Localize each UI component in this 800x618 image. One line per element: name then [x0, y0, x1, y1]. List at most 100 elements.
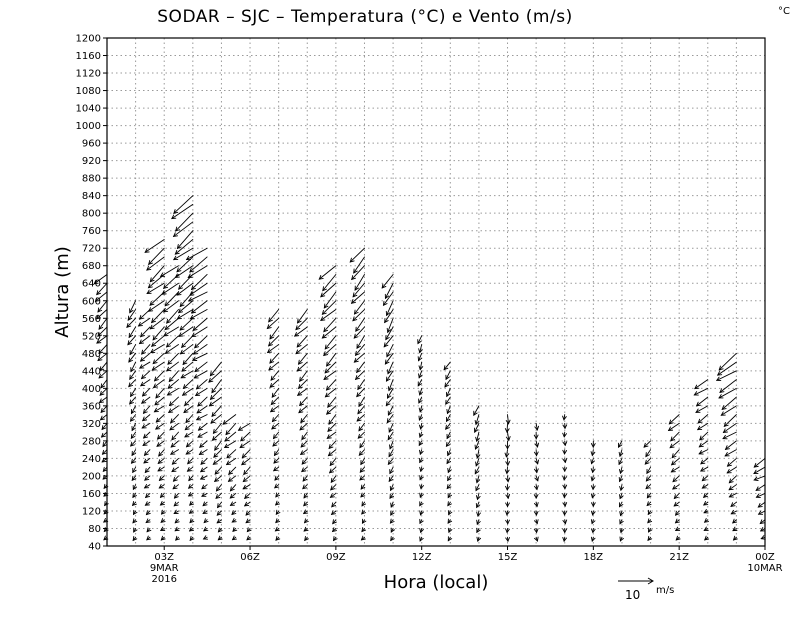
wind-arrow-head [562, 441, 568, 447]
wind-arrow [128, 326, 137, 338]
wind-arrow [141, 396, 151, 404]
wind-arrow [96, 282, 108, 296]
wind-arrow [321, 300, 337, 315]
wind-arrow-head [753, 476, 759, 482]
wind-arrow-head [217, 503, 222, 509]
wind-arrow-head [145, 518, 151, 524]
wind-arrow-head [716, 371, 723, 376]
wind-arrow-head [176, 244, 182, 250]
wind-arrow-head [181, 391, 188, 396]
wind-arrow [165, 344, 179, 354]
wind-arrow [445, 422, 451, 430]
wind-arrow-head [360, 460, 365, 466]
wind-arrow-head [269, 334, 275, 340]
wind-arrow-head [351, 275, 356, 281]
wind-arrow-head [172, 484, 178, 490]
wind-arrow-head [197, 401, 203, 407]
wind-arrow-head [189, 267, 195, 273]
wind-arrow [168, 370, 179, 382]
wind-arrow-head [562, 519, 568, 525]
wind-arrow-head [266, 348, 273, 354]
wind-arrow-head [102, 474, 108, 480]
wind-arrow [175, 212, 194, 232]
wind-arrow-head [170, 418, 175, 424]
wind-arrow [718, 352, 737, 371]
wind-arrow-head [505, 510, 510, 516]
wind-arrow [323, 291, 337, 309]
wind-arrow [419, 361, 423, 371]
wind-arrow-head [718, 365, 724, 371]
wind-arrow-head [445, 399, 450, 405]
wind-arrow [130, 440, 137, 447]
wind-arrow [189, 309, 208, 320]
wind-arrow-head [296, 342, 302, 348]
wind-arrow-head [534, 476, 539, 482]
wind-arrow-head [760, 535, 766, 540]
wind-arrow [300, 414, 308, 423]
wind-arrow [170, 440, 179, 448]
y-tick-label: 400 [82, 384, 101, 395]
wind-arrow-head [323, 303, 329, 309]
wind-arrow [720, 405, 737, 416]
wind-arrow-head [132, 467, 137, 474]
wind-arrow [213, 449, 222, 458]
wind-arrow-head [361, 501, 367, 507]
wind-arrow-head [645, 476, 651, 482]
wind-arrow-head [534, 425, 540, 431]
wind-arrow-head [299, 401, 304, 407]
wind-arrow [211, 405, 222, 417]
wind-arrow-head [212, 428, 218, 435]
wind-arrow-head [701, 484, 707, 489]
wind-arrow-head [149, 348, 156, 354]
wind-profile [318, 265, 338, 542]
wind-arrow-head [533, 510, 539, 516]
wind-arrow-head [240, 436, 246, 442]
wind-arrow-head [168, 401, 174, 407]
wind-arrow [359, 466, 365, 473]
wind-arrow-head [331, 502, 337, 508]
wind-arrow-head [100, 408, 106, 414]
wind-arrow [143, 405, 151, 414]
wind-arrow-head [562, 475, 568, 481]
y-tick-label: 720 [82, 244, 101, 255]
wind-arrow-head [141, 416, 148, 422]
wind-arrow-head [355, 326, 360, 332]
wind-arrow-head [272, 466, 279, 472]
wind-arrow-head [447, 467, 452, 474]
wind-arrow [144, 238, 165, 253]
wind-arrow-head [722, 434, 728, 440]
wind-arrow-head [191, 332, 197, 337]
wind-arrow [155, 387, 165, 399]
wind-arrow [355, 344, 365, 356]
wind-arrow-head [159, 492, 165, 498]
wind-arrow [149, 265, 165, 283]
wind-arrow-head [131, 450, 137, 457]
wind-arrow [324, 387, 337, 398]
wind-arrow [161, 282, 179, 295]
wind-arrow-head [188, 476, 194, 482]
wind-arrow-head [361, 527, 367, 533]
wind-arrow [269, 352, 280, 364]
wind-arrow [328, 440, 337, 449]
wind-arrow-head [728, 493, 734, 498]
wind-arrow-head [299, 450, 306, 455]
wind-arrow [181, 361, 194, 372]
wind-arrow-head [385, 401, 391, 407]
wind-arrow-head [673, 501, 679, 507]
wind-arrow-head [474, 427, 479, 433]
wind-arrow-head [389, 518, 395, 524]
wind-arrow [183, 405, 194, 413]
wind-arrow-head [180, 373, 186, 379]
wind-arrow-head [590, 528, 596, 534]
wind-arrow-head [419, 518, 424, 525]
wind-arrow [177, 309, 194, 320]
wind-arrow-head [274, 483, 280, 489]
wind-arrow-head [148, 259, 153, 265]
wind-arrow-head [354, 350, 360, 356]
wind-arrow [326, 431, 337, 439]
wind-arrow-head [132, 492, 137, 499]
wind-arrow-head [211, 388, 217, 394]
wind-arrow [130, 361, 137, 373]
wind-arrow-head [619, 502, 624, 508]
wind-arrow-head [324, 368, 330, 374]
